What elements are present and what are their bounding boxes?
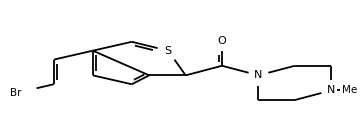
Text: S: S (165, 46, 172, 56)
Text: Br: Br (9, 88, 21, 98)
Text: N: N (254, 70, 263, 80)
Text: O: O (218, 36, 226, 46)
Text: Me: Me (342, 85, 357, 95)
Text: N: N (327, 85, 336, 95)
